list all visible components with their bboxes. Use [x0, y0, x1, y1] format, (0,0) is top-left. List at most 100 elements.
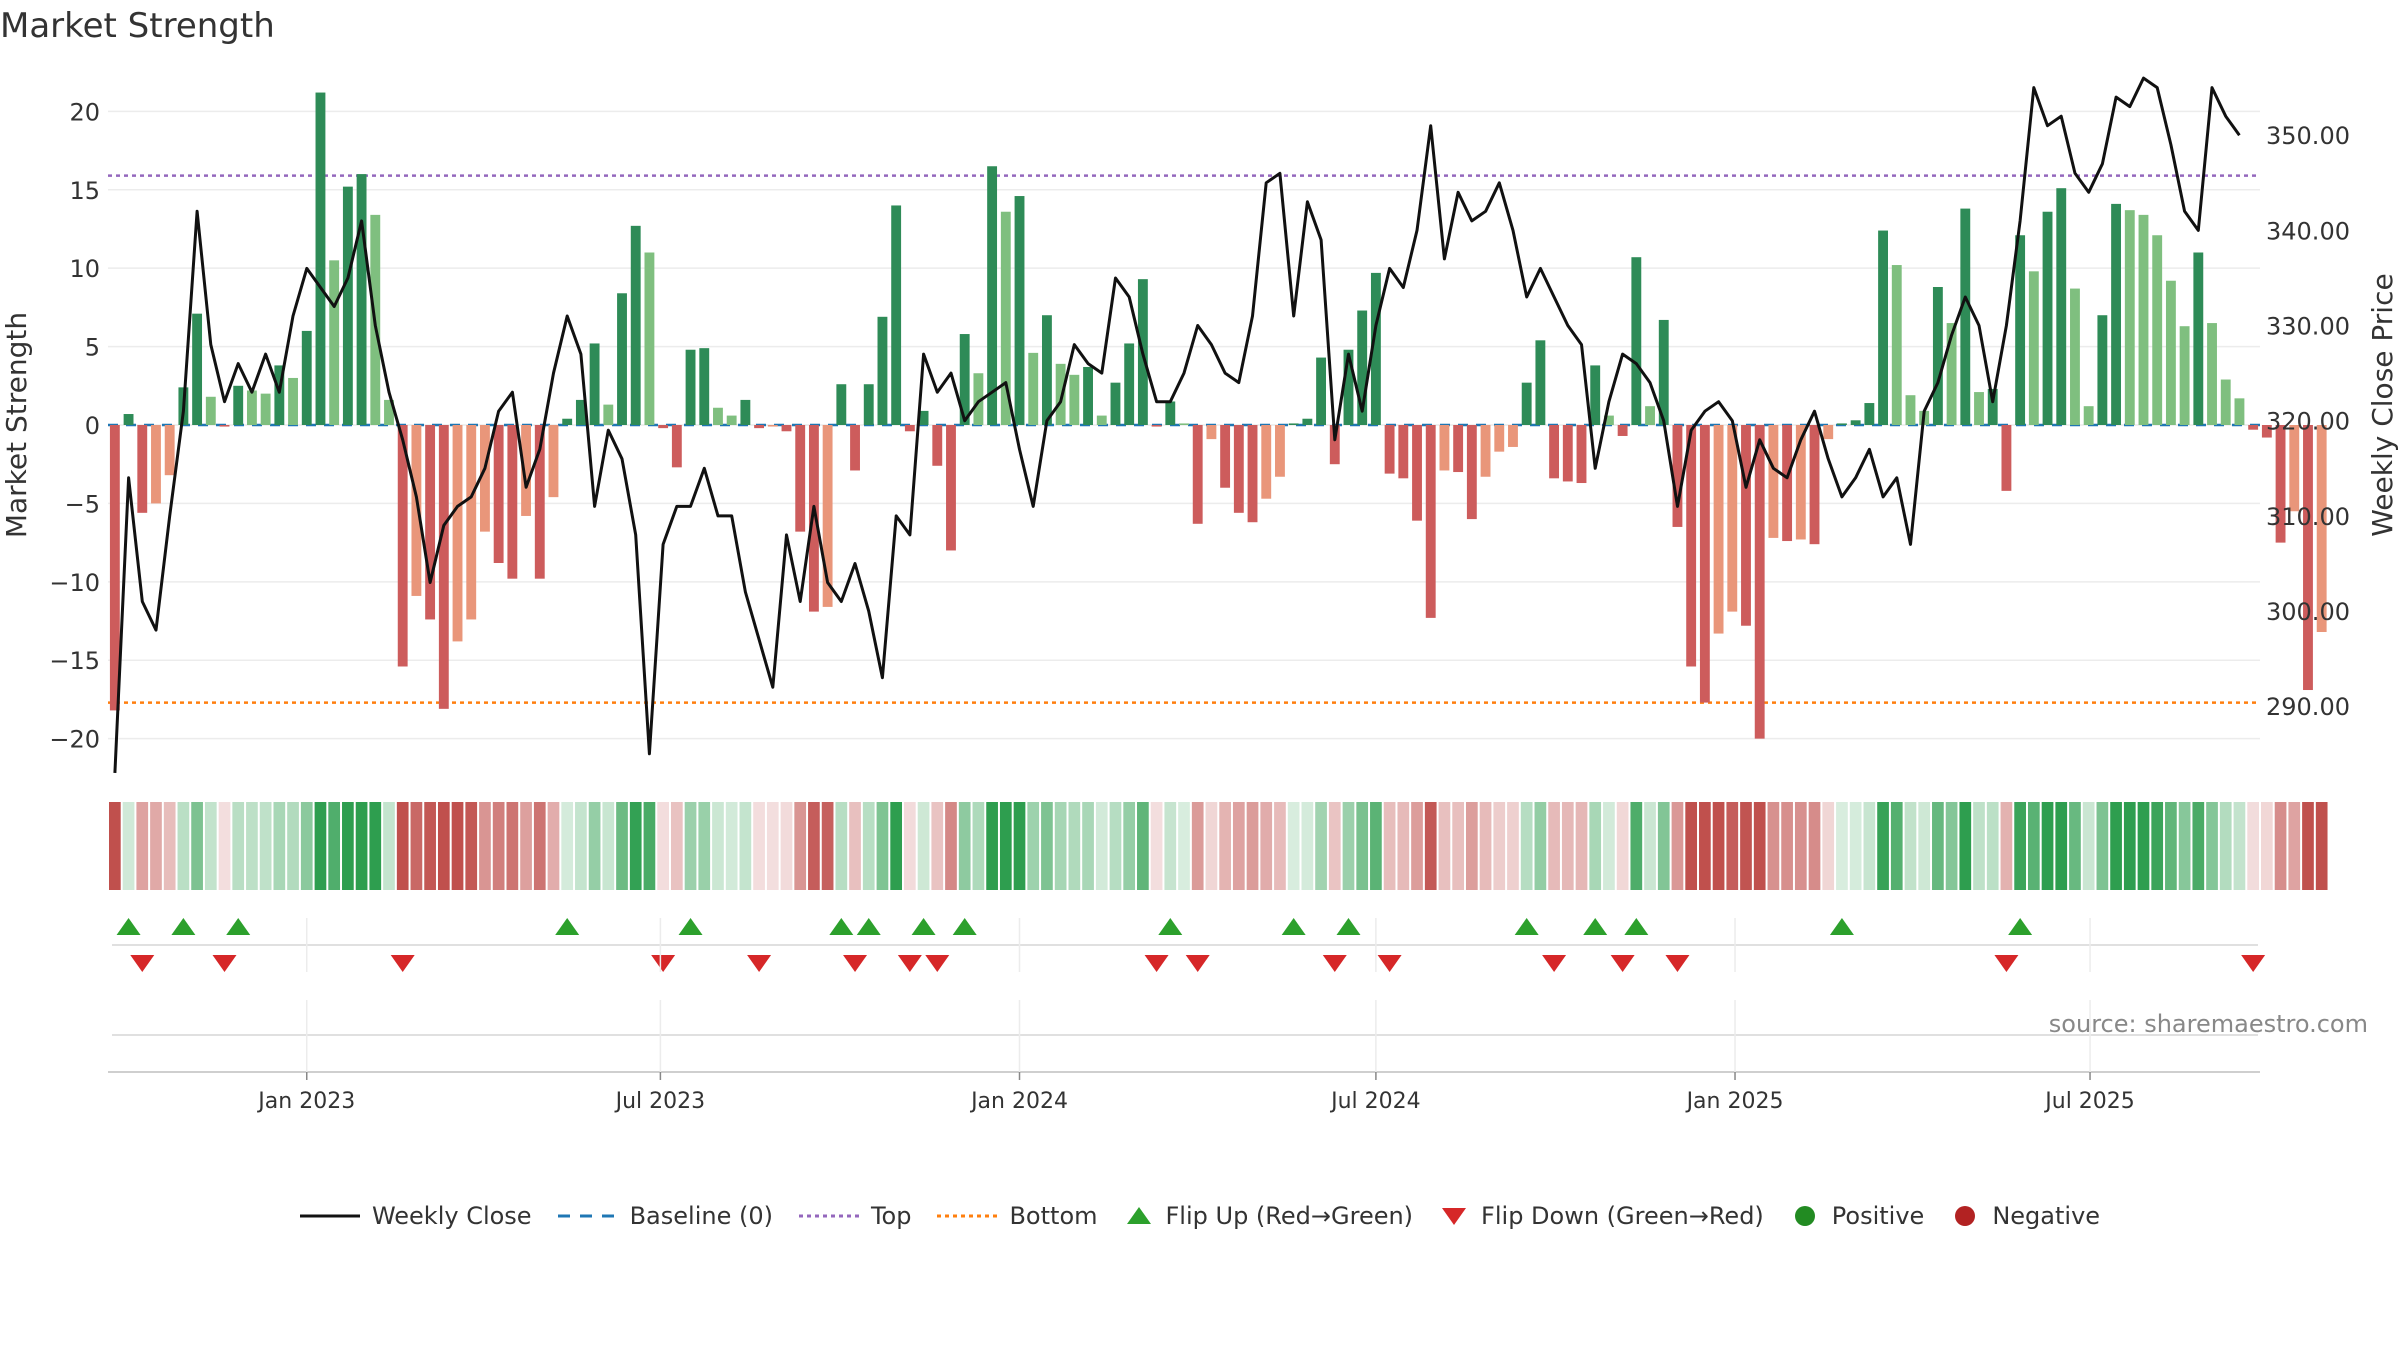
heat-cell	[383, 802, 395, 890]
heat-cell	[1603, 802, 1615, 890]
strength-bar	[658, 425, 669, 429]
strength-bar	[1617, 425, 1628, 436]
strength-bar	[507, 425, 518, 579]
heat-cell	[1973, 802, 1985, 890]
heat-cell	[575, 802, 587, 890]
strength-bar	[2097, 315, 2108, 425]
strength-bar	[246, 390, 257, 425]
strength-bar	[425, 425, 436, 620]
strength-bar	[1343, 349, 1354, 425]
strength-bar	[2083, 406, 2094, 425]
strength-bar	[1014, 196, 1025, 425]
strength-bar	[562, 418, 573, 425]
strength-bar	[2303, 425, 2313, 691]
y-tick-label-left: −15	[49, 647, 100, 675]
y-axis-title-left: Market Strength	[0, 312, 33, 538]
strength-bar	[1302, 418, 1313, 425]
strength-bar	[946, 425, 956, 551]
strength-bar	[548, 425, 559, 498]
strength-bar	[2042, 211, 2053, 425]
heat-cell	[1438, 802, 1451, 890]
heat-cell	[835, 802, 848, 890]
heat-cell	[1082, 802, 1094, 890]
y-tick-label-left: 10	[69, 255, 100, 283]
strength-bar	[2124, 210, 2135, 425]
flip-down-marker	[390, 955, 415, 972]
strength-bar	[1809, 425, 1820, 545]
strength-bar	[699, 348, 710, 425]
heat-cell	[1904, 802, 1917, 890]
heat-cell	[2123, 802, 2136, 890]
strength-bar	[904, 425, 915, 432]
heat-cell	[1836, 802, 1848, 890]
axes: 20 15 10 5 0 −5 −10 −15 −20 350.00 340.00 330.00 320…	[0, 98, 2399, 753]
heat-cell	[904, 802, 916, 890]
heat-cell	[753, 802, 765, 890]
flip-down-marker	[1994, 955, 2019, 972]
strength-bar	[2261, 425, 2272, 438]
legend-item: Bottom	[937, 1202, 1098, 1230]
strength-bar	[288, 377, 298, 425]
strength-bar	[877, 316, 888, 425]
flip-up-marker	[911, 918, 936, 935]
legend-symbol-icon	[1955, 1206, 1976, 1226]
heat-cell	[1287, 802, 1300, 890]
heat-cell	[986, 802, 998, 890]
heat-cell	[122, 802, 135, 890]
strength-bar	[918, 410, 929, 425]
heat-cell	[561, 802, 574, 890]
strength-bar	[1741, 425, 1751, 626]
strength-bar	[1179, 423, 1189, 425]
heat-cell	[1315, 802, 1327, 890]
heat-cell	[1370, 802, 1382, 890]
flip-down-marker	[925, 955, 950, 972]
strength-bar	[466, 425, 477, 620]
strength-bar	[1439, 425, 1450, 471]
grid-lines	[108, 110, 2260, 740]
strength-bar	[1686, 425, 1697, 667]
heat-cell	[342, 802, 354, 890]
heat-cell	[931, 802, 944, 890]
x-tick-label: Jan 2024	[969, 1089, 1068, 1114]
heat-cell	[520, 802, 532, 890]
heat-cell	[2315, 802, 2328, 890]
heat-cell	[1191, 802, 1204, 890]
heat-cell	[684, 802, 697, 890]
flip-down-marker	[1377, 955, 1402, 972]
legend-symbol-icon	[1126, 1207, 1151, 1224]
legend-symbol-icon	[557, 1214, 618, 1218]
heat-cell	[204, 802, 217, 890]
strength-bar	[740, 399, 751, 425]
heat-cell	[163, 802, 176, 890]
heat-cell	[1712, 802, 1725, 890]
heat-cell	[1465, 802, 1478, 890]
heat-cell	[1397, 802, 1410, 890]
y-tick-label-right: 330.00	[2266, 313, 2350, 341]
legend-symbol-icon	[1794, 1206, 1815, 1226]
heat-cell	[259, 802, 272, 890]
strength-bar	[2220, 379, 2231, 425]
strength-bar	[233, 385, 244, 425]
heat-cell	[602, 802, 615, 890]
strength-bar	[754, 425, 765, 429]
triangle-down-icon	[1442, 1208, 1467, 1225]
flip-down-marker	[2241, 955, 2266, 972]
heat-cell	[1616, 802, 1629, 890]
x-tick-label: Jul 2025	[2043, 1089, 2135, 1114]
strength-bar	[411, 425, 422, 596]
heat-cell	[1699, 802, 1711, 890]
strength-bar	[2207, 323, 2217, 425]
strength-bar	[2275, 425, 2286, 543]
heat-cell	[1740, 802, 1752, 890]
heat-cell	[1561, 802, 1574, 890]
heat-cell	[1630, 802, 1643, 890]
heat-cell	[246, 802, 258, 890]
heat-cell	[1753, 802, 1766, 890]
strength-bar	[1247, 425, 1258, 523]
strength-bar	[1384, 425, 1395, 474]
flip-up-marker	[1624, 918, 1649, 935]
strength-bar	[329, 260, 340, 425]
strength-bar	[1631, 257, 1642, 425]
strength-bar	[630, 225, 641, 425]
